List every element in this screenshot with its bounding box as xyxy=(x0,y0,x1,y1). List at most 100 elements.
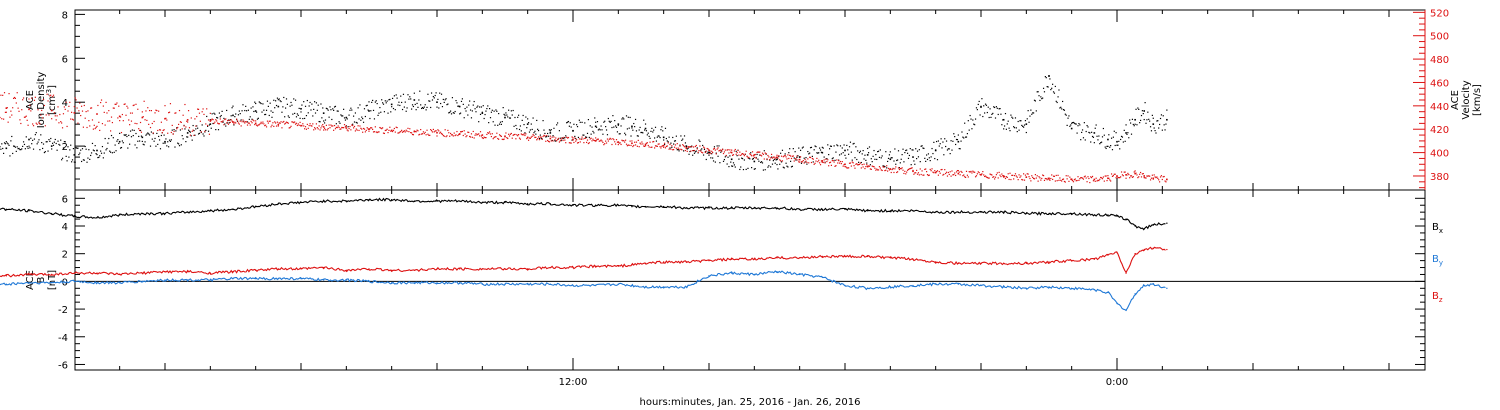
density-point xyxy=(476,106,478,108)
density-point xyxy=(295,116,298,118)
density-point xyxy=(693,152,696,154)
velocity-point xyxy=(623,140,625,142)
density-point xyxy=(278,98,280,100)
velocity-point xyxy=(366,127,368,129)
density-point xyxy=(547,132,549,135)
density-point xyxy=(43,151,46,154)
velocity-point xyxy=(1081,177,1083,179)
density-point xyxy=(1152,123,1155,125)
velocity-point xyxy=(1003,176,1005,178)
velocity-point xyxy=(492,138,494,140)
velocity-point xyxy=(982,170,984,173)
density-axis-title-line: Ion Density xyxy=(36,72,47,129)
density-point xyxy=(741,157,743,159)
velocity-point xyxy=(1001,173,1003,175)
density-point xyxy=(228,122,230,124)
density-point xyxy=(1009,130,1011,132)
velocity-point xyxy=(182,114,184,116)
velocity-point xyxy=(809,156,811,158)
velocity-point xyxy=(821,160,823,162)
density-point xyxy=(586,132,589,134)
velocity-point xyxy=(987,177,989,179)
density-point xyxy=(804,161,806,163)
velocity-point xyxy=(1153,174,1155,176)
velocity-point xyxy=(96,113,98,115)
density-point xyxy=(617,123,620,125)
density-point xyxy=(118,142,120,145)
density-point xyxy=(127,147,129,149)
density-point xyxy=(344,119,347,121)
density-point xyxy=(899,162,901,164)
velocity-point xyxy=(1145,177,1147,179)
velocity-point xyxy=(959,174,961,176)
density-point xyxy=(1127,132,1129,134)
density-point xyxy=(270,110,272,112)
density-point xyxy=(0,148,2,150)
density-point xyxy=(830,145,832,147)
density-point xyxy=(1100,141,1103,143)
velocity-point xyxy=(664,147,667,149)
velocity-point xyxy=(984,175,986,178)
density-point xyxy=(1013,126,1015,128)
density-point xyxy=(456,102,458,104)
velocity-point xyxy=(55,119,57,121)
velocity-point xyxy=(11,114,13,116)
density-point xyxy=(251,118,253,120)
density-point xyxy=(368,110,370,112)
velocity-point xyxy=(894,168,896,170)
velocity-point xyxy=(324,129,327,131)
bz-point xyxy=(631,264,633,266)
density-point xyxy=(370,110,372,112)
velocity-point xyxy=(920,173,922,176)
density-point xyxy=(95,153,97,155)
density-point xyxy=(646,134,648,136)
velocity-point xyxy=(786,158,788,160)
density-point xyxy=(670,142,672,144)
velocity-point xyxy=(649,141,651,143)
velocity-point xyxy=(763,158,765,160)
density-point xyxy=(715,152,717,154)
density-point xyxy=(214,113,216,115)
velocity-point xyxy=(613,139,615,141)
velocity-point xyxy=(1138,176,1140,178)
velocity-point xyxy=(753,156,755,159)
velocity-point xyxy=(855,163,857,165)
velocity-point xyxy=(275,125,278,127)
density-point xyxy=(1002,118,1005,121)
velocity-point xyxy=(1113,173,1115,175)
density-point xyxy=(1125,124,1127,126)
density-point xyxy=(55,142,57,145)
velocity-point xyxy=(169,103,172,105)
velocity-point xyxy=(1123,171,1125,173)
velocity-point xyxy=(25,115,27,117)
density-point xyxy=(201,124,203,126)
density-point xyxy=(377,114,379,116)
density-point xyxy=(500,123,502,125)
density-point xyxy=(1126,133,1128,135)
density-point xyxy=(1162,115,1164,117)
density-point xyxy=(494,124,496,126)
velocity-point xyxy=(229,121,231,123)
velocity-point xyxy=(1045,178,1047,180)
velocity-point xyxy=(517,135,519,137)
density-point xyxy=(35,132,37,134)
velocity-point xyxy=(628,144,630,146)
density-point xyxy=(568,125,570,127)
legend-bz: Bz xyxy=(1432,291,1443,304)
velocity-point xyxy=(452,135,454,137)
density-point xyxy=(393,95,395,97)
density-point xyxy=(600,125,602,127)
velocity-point xyxy=(423,132,425,135)
density-point xyxy=(193,130,195,132)
density-point xyxy=(258,101,260,103)
density-point xyxy=(969,114,971,117)
density-point xyxy=(308,105,310,107)
density-point xyxy=(751,158,754,160)
velocity-point xyxy=(500,135,502,137)
density-point xyxy=(139,129,142,132)
bz-point xyxy=(934,261,937,263)
density-point xyxy=(1006,123,1008,125)
density-point xyxy=(394,109,396,111)
velocity-point xyxy=(426,129,428,131)
velocity-point xyxy=(539,136,541,138)
